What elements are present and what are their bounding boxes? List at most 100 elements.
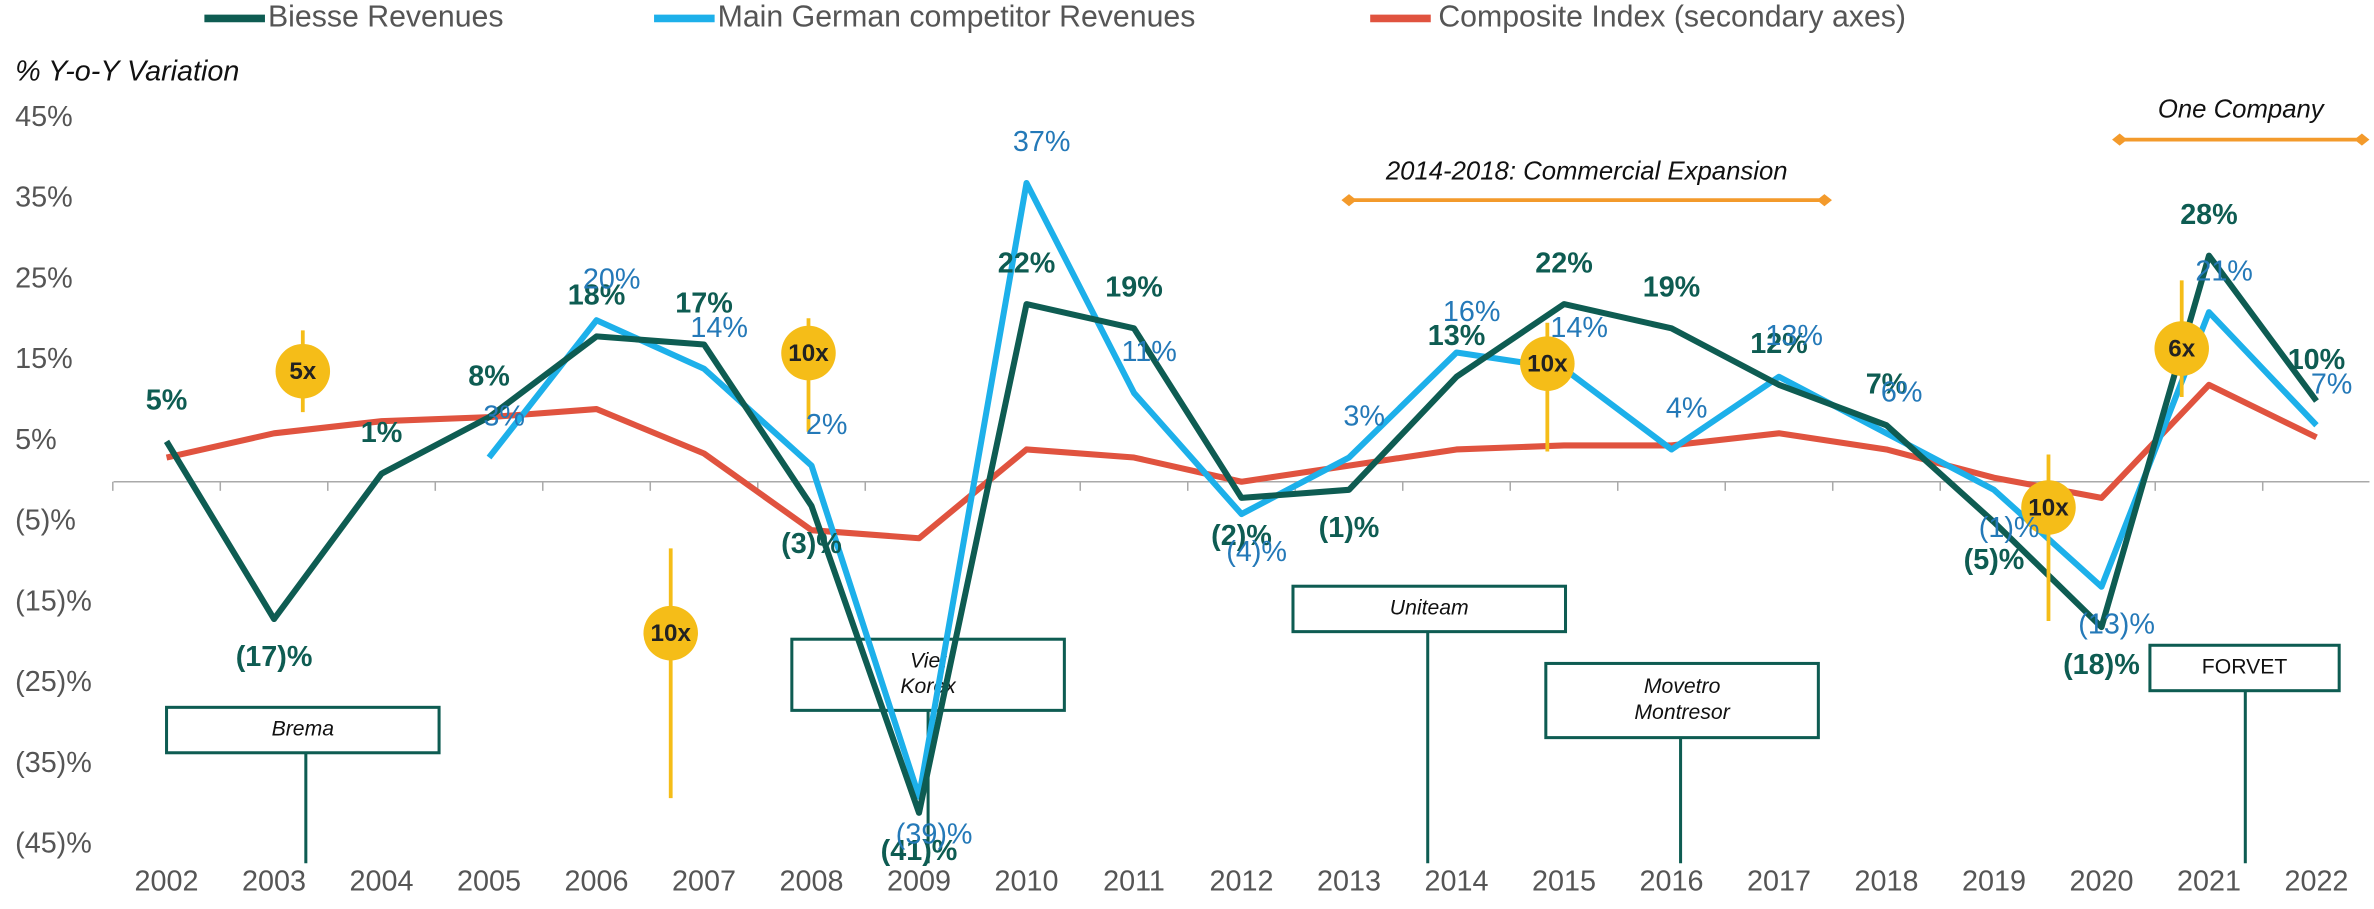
multiple-label: 10x (1527, 351, 1568, 378)
multiple-badge (1520, 336, 1575, 391)
data-label: 3% (1343, 401, 1385, 433)
data-label: 14% (690, 312, 748, 344)
acquisition-label: Viet (910, 650, 947, 673)
data-label: 14% (1550, 312, 1608, 344)
data-label: 19% (1105, 272, 1163, 304)
x-tick-label: 2002 (135, 866, 199, 898)
acquisition-label: Montresor (1634, 701, 1730, 724)
y-tick-label: (25)% (15, 666, 92, 698)
multiple-badge (781, 325, 836, 381)
period-end (1341, 194, 1357, 207)
y-tick-label: (35)% (15, 747, 92, 779)
data-label: (2)% (1211, 520, 1272, 552)
data-label: 11% (1121, 336, 1176, 368)
multiple-badge (2154, 321, 2209, 376)
data-label: 8% (468, 360, 510, 392)
acquisition-label: Movetro (1644, 675, 1721, 698)
x-tick-label: 2003 (242, 866, 306, 898)
data-label: 10% (2288, 344, 2346, 376)
data-label: 28% (2180, 199, 2238, 231)
x-tick-label: 2012 (1210, 866, 1274, 898)
x-tick-label: 2015 (1532, 866, 1596, 898)
x-tick-label: 2018 (1854, 866, 1918, 898)
data-label: 5% (146, 385, 188, 417)
acquisition-label: Uniteam (1390, 597, 1469, 620)
data-label: (4)% (1226, 536, 1287, 568)
acquisition-label: Brema (272, 718, 335, 741)
legend-label: Biesse Revenues (268, 0, 504, 33)
y-tick-label: (5)% (15, 505, 76, 537)
period-label: 2014-2018: Commercial Expansion (1385, 158, 1788, 186)
acquisition-box (2148, 643, 2341, 693)
data-label: 17% (675, 288, 733, 320)
multiple-label: 10x (2028, 494, 2069, 521)
period-end (1816, 194, 1832, 207)
x-tick-label: 2021 (2177, 866, 2241, 898)
data-label: (39)% (896, 819, 973, 851)
data-label: 7% (2311, 368, 2353, 400)
x-tick-label: 2008 (780, 866, 844, 898)
x-tick-label: 2019 (1962, 866, 2026, 898)
acquisition-box (1291, 584, 1568, 634)
multiple-badge (275, 343, 331, 399)
data-label: (41)% (881, 835, 958, 867)
y-tick-label: 45% (15, 101, 73, 133)
period-label: One Company (2158, 96, 2326, 124)
x-tick-label: 2011 (1103, 866, 1165, 898)
data-label: (3)% (781, 528, 842, 560)
data-label: 22% (998, 247, 1056, 279)
multiple-label: 10x (651, 620, 692, 647)
x-tick-label: 2014 (1425, 866, 1489, 898)
acquisition-label: FORVET (2202, 656, 2288, 679)
multiple-badge (2021, 480, 2076, 535)
x-tick-label: 2005 (457, 866, 521, 898)
x-tick-label: 2017 (1747, 866, 1811, 898)
period-end (2112, 133, 2128, 146)
y-tick-label: 35% (15, 182, 73, 214)
legend-label: Composite Index (secondary axes) (1438, 0, 1906, 33)
x-tick-label: 2006 (565, 866, 629, 898)
acquisition-box (165, 705, 441, 755)
multiple-label: 5x (289, 358, 316, 385)
multiple-label: 6x (2168, 335, 2195, 362)
x-tick-label: 2004 (350, 866, 414, 898)
data-label: 2% (806, 409, 848, 441)
data-label: 6% (1881, 377, 1923, 409)
data-label: 20% (583, 263, 641, 295)
acquisition-box (1544, 661, 1820, 740)
data-label: (5)% (1964, 544, 2025, 576)
data-label: (13)% (2078, 609, 2155, 641)
data-label: 21% (2195, 255, 2253, 287)
y-tick-label: 5% (15, 424, 57, 456)
y-axis-title: % Y-o-Y Variation (15, 56, 239, 88)
x-tick-label: 2010 (995, 866, 1059, 898)
series-line (486, 179, 2319, 800)
data-label: (17)% (236, 641, 313, 673)
data-label: 13% (1428, 320, 1486, 352)
x-tick-label: 2007 (672, 866, 736, 898)
data-label: 22% (1535, 247, 1593, 279)
data-label: 19% (1643, 272, 1701, 304)
y-tick-label: (15)% (15, 585, 92, 617)
data-label: 37% (1013, 126, 1071, 158)
y-tick-label: 25% (15, 262, 73, 294)
data-label: 18% (568, 280, 626, 312)
data-label: 12% (1750, 328, 1808, 360)
period-end (2354, 133, 2370, 146)
data-label: (1)% (1979, 512, 2040, 544)
data-label: 3% (483, 401, 525, 433)
x-tick-label: 2013 (1317, 866, 1381, 898)
x-tick-label: 2016 (1640, 866, 1704, 898)
y-tick-label: (45)% (15, 828, 92, 860)
data-label: 4% (1666, 393, 1708, 425)
legend-label: Main German competitor Revenues (718, 0, 1196, 33)
acquisition-box (790, 637, 1066, 712)
x-tick-label: 2009 (887, 866, 951, 898)
x-tick-label: 2020 (2069, 866, 2133, 898)
data-label: 1% (361, 417, 403, 449)
data-label: 7% (1866, 368, 1908, 400)
data-label: 16% (1443, 296, 1501, 328)
data-label: (18)% (2063, 649, 2140, 681)
x-tick-label: 2022 (2284, 866, 2348, 898)
